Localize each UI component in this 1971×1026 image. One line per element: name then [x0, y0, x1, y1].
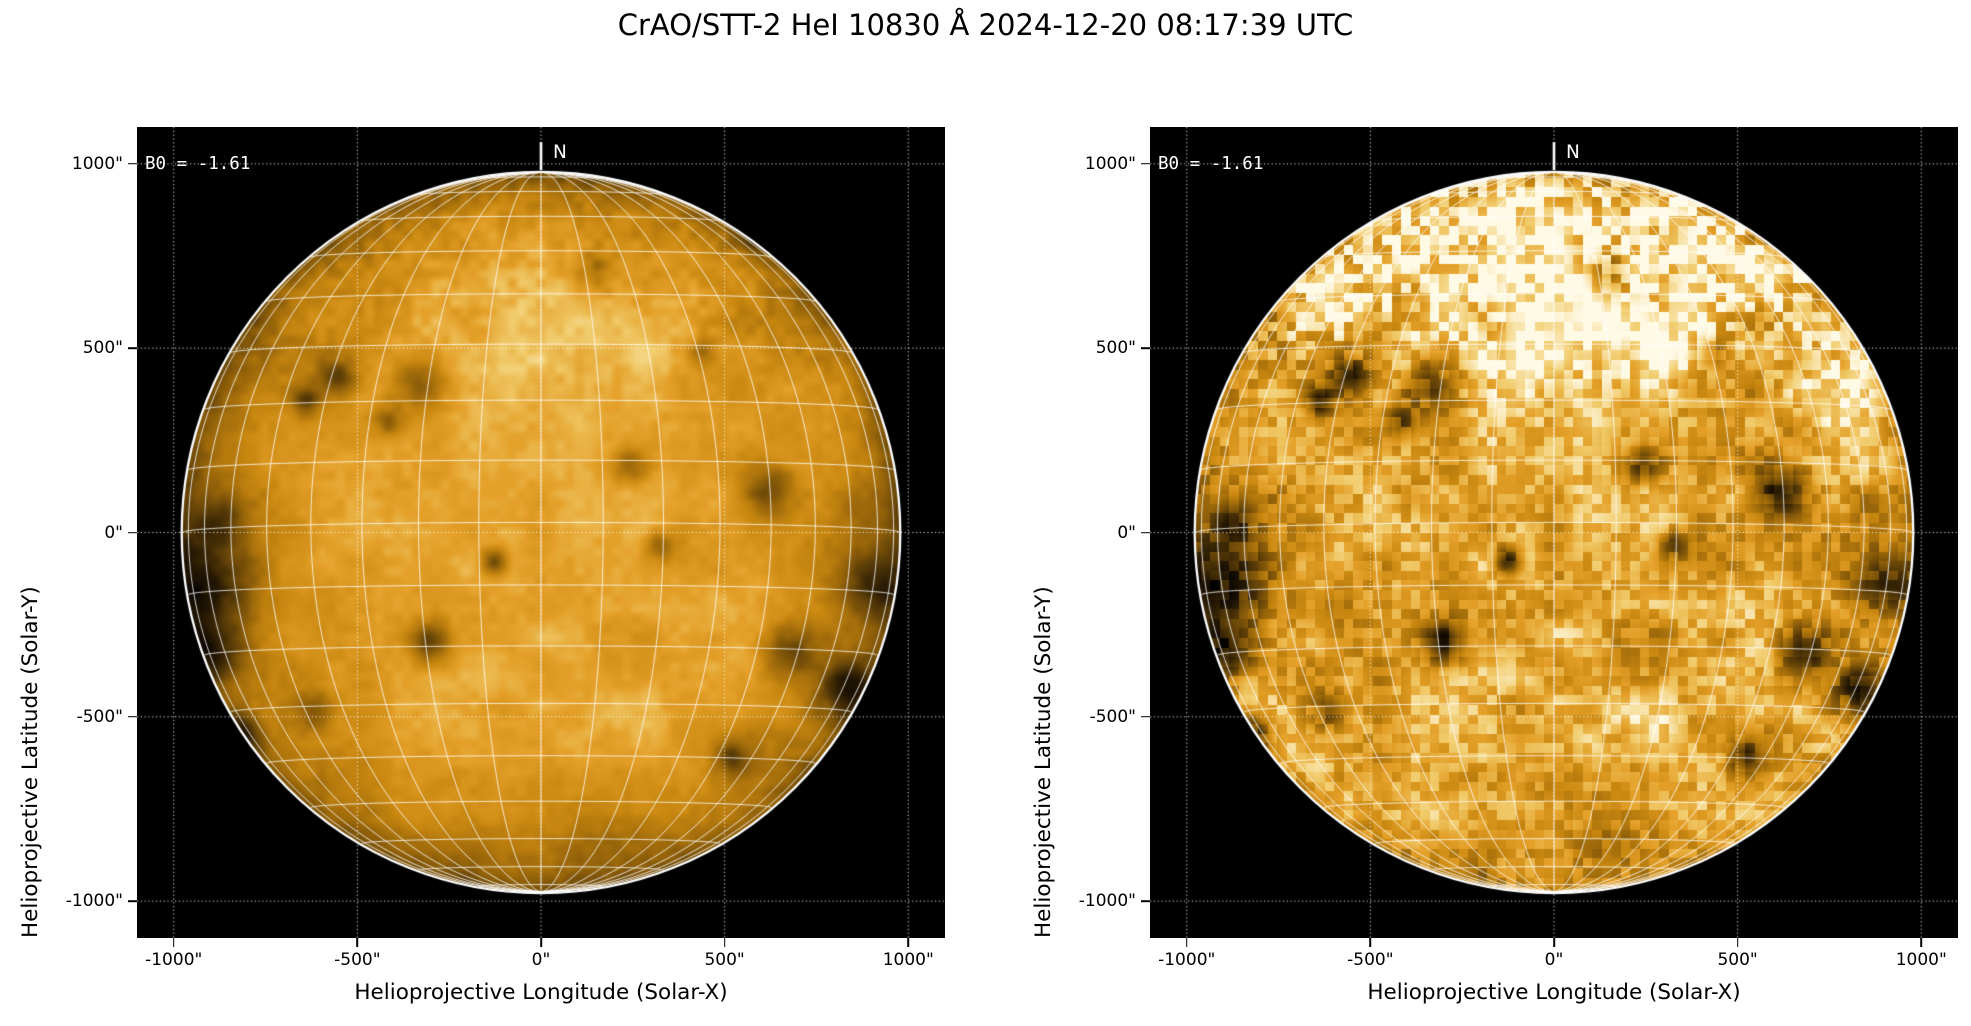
- y-tick-mark: [1141, 716, 1150, 718]
- y-tick-label: -500": [1089, 706, 1136, 727]
- x-tick-label: 1000": [1895, 950, 1947, 970]
- y-tick-label: 0": [104, 522, 123, 543]
- y-tick-mark: [128, 900, 137, 902]
- y-tick-mark: [128, 347, 137, 349]
- x-tick-mark: [907, 938, 910, 947]
- x-axis-label: Helioprojective Longitude (Solar-X): [1367, 980, 1741, 1005]
- y-tick-label: 500": [1095, 338, 1136, 359]
- b0-annotation: B0 = -1.61: [145, 154, 251, 174]
- y-tick-mark: [1141, 531, 1150, 534]
- b0-annotation: B0 = -1.61: [1158, 154, 1264, 174]
- y-tick-mark: [128, 716, 137, 718]
- panel-enhanced-disk: B0 = -1.61 N -1000" -500" 0" 500" 1000" …: [1031, 127, 1958, 1005]
- y-tick-label: -500": [76, 706, 123, 727]
- x-tick-label: 500": [1717, 950, 1758, 970]
- x-tick-mark: [356, 938, 359, 947]
- x-tick-mark: [172, 938, 175, 947]
- north-pole-label: N: [553, 142, 567, 163]
- x-tick-label: -500": [1347, 950, 1394, 970]
- figure-title: CrAO/STT-2 HeI 10830 Å 2024-12-20 08:17:…: [617, 8, 1354, 42]
- x-tick-label: 0": [1544, 950, 1564, 970]
- y-tick-mark: [1141, 163, 1150, 165]
- y-tick-mark: [128, 163, 137, 165]
- y-tick-label: 1000": [71, 153, 123, 174]
- solar-disk-image-enhanced: [1150, 127, 1958, 938]
- panel-raw-disk: B0 = -1.61 N -1000" -500" 0" 500" 1000" …: [18, 127, 945, 1005]
- y-tick-label: 0": [1117, 522, 1136, 543]
- y-tick-mark: [1141, 347, 1150, 349]
- y-tick-label: -1000": [65, 891, 123, 912]
- y-axis-label: Helioprojective Latitude (Solar-Y): [18, 586, 43, 938]
- solar-disk-image-raw: [137, 127, 945, 938]
- x-tick-label: 500": [704, 950, 745, 970]
- x-tick-mark: [1736, 938, 1739, 947]
- y-tick-label: 1000": [1084, 153, 1136, 174]
- x-tick-mark: [723, 938, 726, 947]
- x-tick-mark: [1369, 938, 1372, 947]
- y-tick-mark: [1141, 900, 1150, 902]
- x-tick-label: -1000": [1158, 950, 1216, 970]
- x-tick-mark: [1553, 938, 1555, 947]
- x-tick-mark: [1920, 938, 1923, 947]
- x-tick-mark: [540, 938, 542, 947]
- y-tick-mark: [128, 531, 137, 534]
- y-tick-label: -1000": [1078, 891, 1136, 912]
- y-tick-label: 500": [82, 338, 123, 359]
- x-axis-label: Helioprojective Longitude (Solar-X): [354, 980, 728, 1005]
- y-axis-label: Helioprojective Latitude (Solar-Y): [1031, 586, 1056, 938]
- north-pole-label: N: [1566, 142, 1580, 163]
- x-tick-label: 1000": [882, 950, 934, 970]
- x-tick-label: -1000": [145, 950, 203, 970]
- x-tick-label: -500": [334, 950, 381, 970]
- x-tick-label: 0": [531, 950, 551, 970]
- x-tick-mark: [1185, 938, 1188, 947]
